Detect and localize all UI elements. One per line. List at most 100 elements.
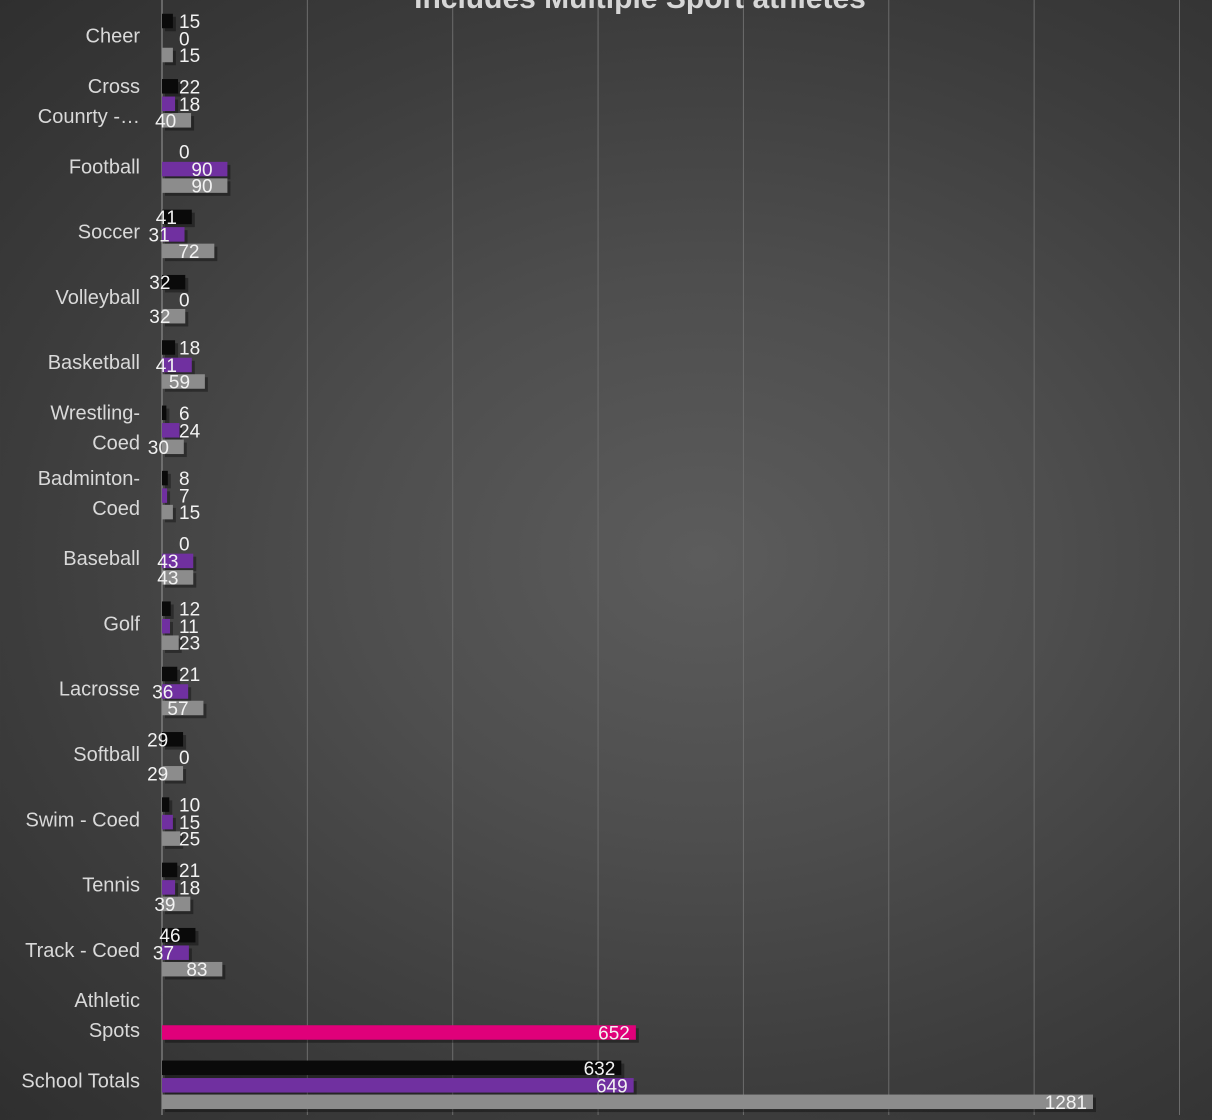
data-label: 22 [179,77,200,98]
data-label: 43 [157,568,178,589]
data-label: 72 [178,242,199,263]
category-label: Tennis [82,875,140,897]
bar [162,732,184,747]
bar [162,666,178,682]
data-label: 0 [179,30,190,51]
bar [162,831,181,846]
bar [162,635,179,650]
chart-title: Includes Multiple Sport athletes [414,0,866,15]
category-label: Football [69,156,140,178]
bar [162,439,184,455]
data-label: 1281 [1045,1093,1087,1114]
bar [162,113,192,128]
data-label: 8 [179,469,190,490]
data-label: 15 [179,503,200,524]
data-label: 0 [179,143,190,164]
category-label: Swim - Coed [26,809,140,831]
data-label: 39 [154,895,175,916]
bar [162,209,192,225]
category-label: Counrty -… [38,106,140,128]
data-label: 46 [159,926,180,947]
bar [162,766,184,781]
bar [162,1060,622,1076]
data-label: 37 [153,944,174,965]
category-label: Coed [92,432,140,454]
bar [162,243,215,259]
data-label: 29 [147,764,168,785]
data-label: 41 [156,356,177,377]
bar [162,700,204,716]
bar [162,374,205,389]
data-label: 31 [149,225,170,246]
category-label: Athletic [74,990,140,1012]
category-label: Cheer [86,26,141,48]
data-label: 41 [156,208,177,229]
data-label: 11 [179,617,199,638]
data-label: 18 [179,878,200,899]
bar [162,961,223,977]
data-label: 15 [179,46,200,67]
data-label: 32 [149,273,170,294]
bar [162,308,186,324]
category-label: Lacrosse [59,679,140,701]
data-label: 83 [186,960,207,981]
data-label: 649 [596,1076,628,1097]
bar [162,357,192,373]
data-label: 15 [179,12,200,33]
data-label: 7 [179,487,190,508]
category-label: School Totals [21,1070,140,1092]
data-label: 59 [169,373,190,394]
category-label: Baseball [63,548,140,570]
bar [162,504,173,520]
bar [162,47,173,63]
data-label: 43 [157,552,178,573]
data-label: 18 [179,95,200,116]
bar [162,862,178,878]
bar [162,274,186,290]
data-label: 10 [179,796,200,817]
bar [162,553,194,569]
data-label: 12 [179,600,200,621]
bar [162,1078,634,1093]
bar-shadow [165,408,170,424]
category-label: Golf [103,613,140,635]
data-label: 40 [155,111,176,132]
category-label: Badminton- [38,468,140,490]
bar [162,161,228,177]
data-label: 24 [179,421,201,442]
data-label: 25 [179,830,200,851]
data-label: 36 [152,683,173,704]
bar [162,797,170,812]
category-label: Spots [89,1020,140,1042]
bar [162,1025,636,1040]
bar [162,927,196,943]
bar [162,945,189,960]
bar [162,423,180,438]
bar [162,1094,1093,1110]
category-label: Basketball [48,352,140,374]
category-label: Volleyball [55,287,140,309]
bar [162,178,228,193]
category-label: Softball [73,744,140,766]
data-label: 90 [191,177,212,198]
data-label: 90 [191,160,212,181]
data-label: 15 [179,813,200,834]
bar [162,227,185,242]
category-label: Soccer [78,222,141,244]
bar [162,340,176,355]
data-label: 30 [148,438,169,459]
data-label: 652 [598,1024,630,1045]
bar [162,896,191,912]
bar [162,79,178,94]
bar [162,13,173,29]
data-label: 23 [179,634,200,655]
bar [162,96,176,112]
category-label: Track - Coed [25,940,140,962]
category-label: Wrestling- [50,402,140,424]
data-label: 21 [179,665,200,686]
bar-shadow [165,473,171,489]
bar [162,488,168,503]
bar [162,570,194,585]
